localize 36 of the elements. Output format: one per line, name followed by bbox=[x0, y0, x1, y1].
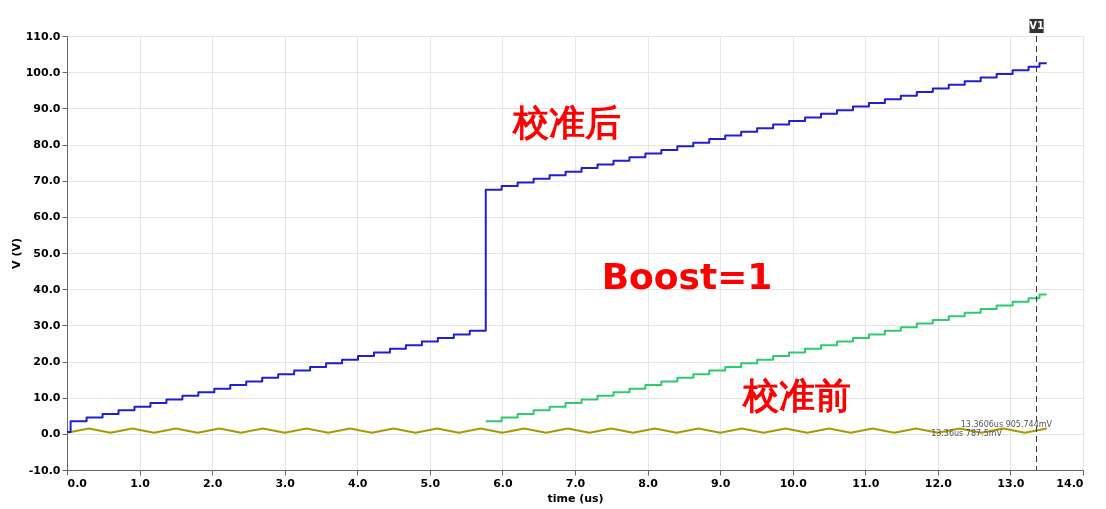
y-tick-label: 30.0 bbox=[33, 318, 61, 332]
y-tick-label: -10.0 bbox=[28, 463, 61, 477]
x-tick-label: 7.0 bbox=[565, 476, 586, 490]
y-tick-label: 40.0 bbox=[33, 282, 61, 296]
x-tick-label: 9.0 bbox=[710, 476, 731, 490]
y-tick-label: 80.0 bbox=[33, 138, 61, 151]
y-tick-label: 70.0 bbox=[33, 174, 61, 188]
x-tick-label: 14.0 bbox=[1056, 476, 1084, 490]
x-tick-label: 0.0 bbox=[67, 476, 88, 490]
y-tick-label: 20.0 bbox=[33, 355, 61, 368]
annotation: 13.36us 787.5mV bbox=[931, 429, 1003, 439]
y-tick-label: 10.0 bbox=[33, 391, 61, 405]
x-tick-label: 11.0 bbox=[852, 476, 880, 490]
x-tick-label: 4.0 bbox=[348, 476, 368, 490]
x-tick-label: 2.0 bbox=[202, 476, 223, 490]
annotation: Boost=1 bbox=[601, 256, 773, 297]
annotation: 校准前 bbox=[741, 374, 851, 416]
y-tick-label: 100.0 bbox=[25, 65, 61, 79]
y-tick-label: 50.0 bbox=[33, 246, 61, 260]
x-tick-label: 13.0 bbox=[997, 476, 1025, 490]
x-tick-label: 1.0 bbox=[130, 476, 151, 490]
y-tick-label: 0.0 bbox=[41, 427, 61, 441]
x-tick-label: 5.0 bbox=[420, 476, 441, 490]
x-tick-label: 6.0 bbox=[493, 476, 514, 490]
x-tick-label: 3.0 bbox=[275, 476, 296, 490]
x-tick-label: 10.0 bbox=[779, 476, 808, 490]
y-tick-label: 90.0 bbox=[33, 101, 61, 115]
y-axis-title: V (V) bbox=[9, 238, 23, 269]
x-tick-label: 8.0 bbox=[638, 476, 659, 490]
annotation: 13.3606us 905.744mV bbox=[960, 420, 1053, 430]
ref-line-label: V1 bbox=[1029, 20, 1044, 31]
y-tick-label: 60.0 bbox=[33, 210, 61, 224]
x-axis-title: time (us) bbox=[547, 491, 604, 505]
annotation: 校准后 bbox=[511, 102, 621, 143]
y-tick-label: 110.0 bbox=[25, 29, 61, 43]
x-tick-label: 12.0 bbox=[924, 476, 953, 490]
